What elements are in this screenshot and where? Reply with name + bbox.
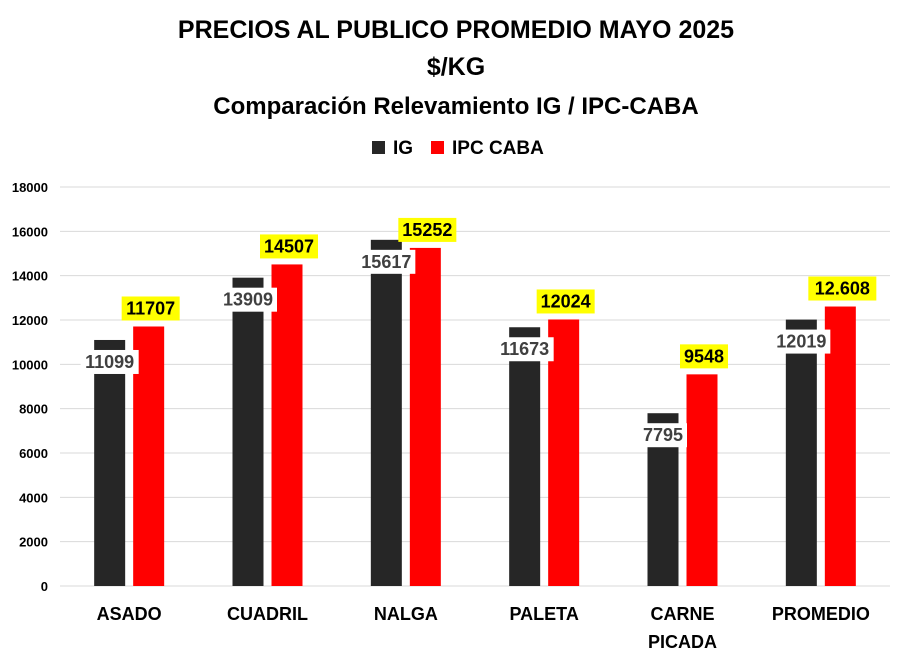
legend-swatch-ig (372, 141, 385, 154)
data-label-ipc-caba: 15252 (402, 220, 452, 240)
bar-ig (232, 277, 264, 586)
y-tick-label: 12000 (12, 313, 48, 328)
x-tick-label: NALGA (374, 604, 438, 624)
label-box-ig (495, 337, 554, 362)
label-box-ipc-caba (260, 234, 318, 259)
data-label-ig: 11673 (500, 339, 549, 359)
bar-ig (785, 319, 817, 586)
data-label-ipc-caba: 11707 (126, 298, 175, 318)
gridlines (60, 186, 890, 587)
data-labels: 11099 11707 13909 14507 15617 15252 11673 12024… (80, 217, 877, 448)
bar-ipc-caba (409, 247, 441, 586)
y-tick-label: 18000 (12, 180, 48, 195)
label-box-ipc-caba (536, 289, 595, 314)
bars (94, 239, 856, 586)
x-axis: ASADO CUADRIL NALGA PALETA CARNE PICADA PROMED… (97, 604, 870, 652)
label-box-ipc-caba (680, 344, 728, 369)
bar-ig (370, 239, 402, 586)
label-box-ipc-caba (398, 217, 457, 242)
label-box-ig (772, 329, 831, 354)
data-label-ig: 12019 (776, 332, 826, 352)
bar-ipc-caba (686, 374, 718, 586)
data-label-ig: 13909 (223, 290, 273, 310)
bar-ipc-caba (548, 319, 580, 586)
legend-label-ig: IG (393, 138, 413, 159)
data-label-ipc-caba: 9548 (684, 346, 724, 366)
x-tick-label: PROMEDIO (772, 604, 870, 624)
label-box-ig (357, 249, 416, 274)
data-label-ig: 11099 (85, 352, 134, 372)
bar-ipc-caba (271, 264, 303, 586)
y-tick-label: 2000 (19, 535, 48, 550)
bar-ig (509, 327, 541, 586)
title-line-2: $/KG (427, 53, 485, 81)
y-tick-label: 10000 (12, 357, 48, 372)
label-box-ig (80, 349, 139, 374)
label-box-ig (639, 423, 687, 448)
title-line-1: PRECIOS AL PUBLICO PROMEDIO MAYO 2025 (178, 16, 734, 44)
data-label-ig: 15617 (361, 252, 411, 272)
y-tick-label: 8000 (19, 402, 48, 417)
label-box-ipc-caba (121, 296, 180, 321)
x-tick-label: CARNE (650, 604, 714, 624)
data-label-ig: 7795 (643, 425, 683, 445)
x-tick-label: CUADRIL (227, 604, 308, 624)
label-box-ipc-caba (808, 276, 877, 301)
y-tick-label: 4000 (19, 490, 48, 505)
y-axis: 0 2000 4000 6000 8000 10000 12000 14000 16000 180… (12, 180, 48, 594)
label-box-ig (219, 287, 277, 312)
x-tick-label: PALETA (510, 604, 579, 624)
chart-title: PRECIOS AL PUBLICO PROMEDIO MAYO 2025 $/… (178, 16, 734, 120)
legend-label-ipc-caba: IPC CABA (452, 138, 544, 159)
bar-ig (94, 339, 126, 586)
legend: IG IPC CABA (372, 138, 544, 159)
data-label-ipc-caba: 12.608 (815, 279, 870, 299)
y-tick-label: 6000 (19, 446, 48, 461)
title-line-3: Comparación Relevamiento IG / IPC-CABA (213, 93, 698, 120)
y-tick-label: 14000 (12, 269, 48, 284)
y-tick-label: 16000 (12, 224, 48, 239)
data-label-ipc-caba: 14507 (264, 236, 314, 256)
legend-swatch-ipc-caba (431, 141, 444, 154)
data-label-ipc-caba: 12024 (541, 291, 591, 311)
x-tick-label: ASADO (97, 604, 162, 624)
x-tick-label: PICADA (648, 632, 717, 652)
y-tick-label: 0 (41, 579, 48, 594)
